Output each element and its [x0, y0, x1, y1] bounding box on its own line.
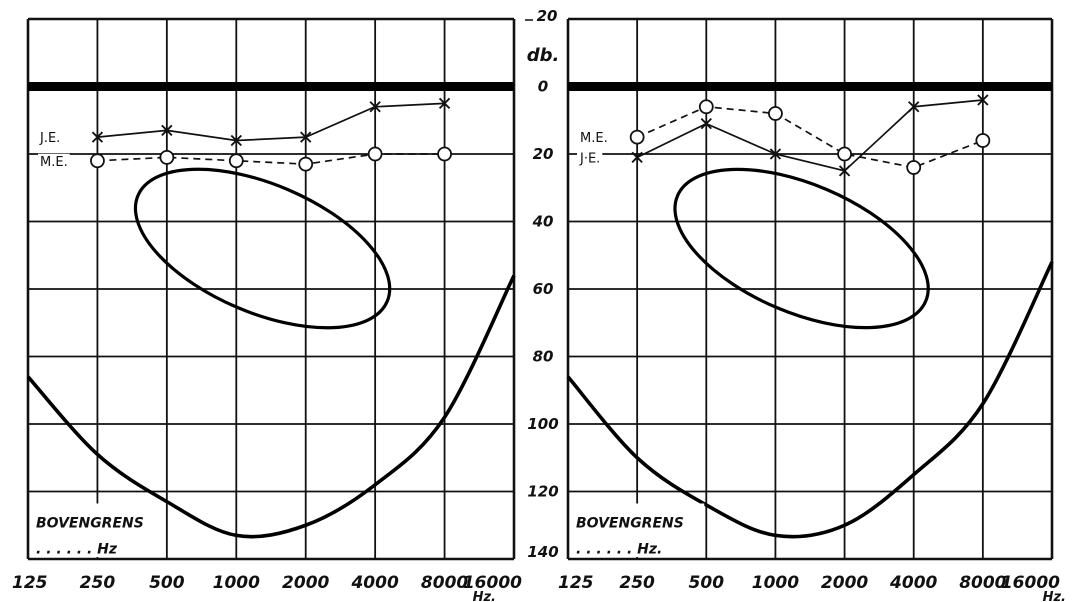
x-tick-label: 125	[558, 573, 594, 593]
series-label: M.E.	[40, 155, 68, 170]
series-point-cross	[631, 151, 643, 164]
series-point-cross	[977, 94, 989, 106]
series-label-background	[38, 153, 70, 171]
series-line	[97, 153, 445, 165]
series-point-circle	[90, 153, 105, 169]
upper-limit-curve	[26, 274, 516, 539]
x-tick-label: 4000	[350, 573, 398, 593]
y-tick-label: 0	[538, 78, 548, 96]
x-tick-label: 16000	[463, 573, 522, 593]
annotation-background	[570, 503, 705, 557]
x-tick-label: 250	[80, 573, 116, 593]
y-tick-label: 40	[532, 213, 554, 231]
x-tick-label: 2000	[821, 573, 868, 593]
annotation-hz-line: . . . . . . Hz.	[576, 542, 662, 558]
series-label: J·E.	[579, 151, 600, 166]
series-point-cross	[769, 148, 782, 160]
series-label-background	[37, 130, 63, 148]
series-point-circle	[159, 149, 175, 165]
series-point-circle	[975, 133, 991, 148]
y-tick-label: 20	[533, 145, 554, 163]
series-line	[636, 99, 983, 172]
x-tick-label: 250	[619, 573, 655, 593]
speech-area-ellipse	[673, 167, 930, 330]
x-tick-label: 2000	[282, 573, 329, 593]
speech-area-ellipse	[133, 167, 392, 330]
series-point-circle	[629, 129, 645, 145]
series-point-circle	[228, 153, 244, 169]
x-tick-label: 1000	[213, 573, 260, 593]
x-tick-label: 4000	[889, 573, 937, 593]
series-point-cross	[161, 124, 173, 137]
annotation-hz-line: . . . . . . Hz	[36, 542, 118, 558]
x-tick-label: 8000	[421, 573, 468, 593]
series-line	[636, 105, 984, 169]
series-point-cross	[908, 101, 920, 113]
series-point-cross	[300, 131, 312, 143]
series-point-cross	[700, 117, 712, 130]
series-label-background	[578, 130, 610, 148]
series-line	[97, 102, 445, 142]
y-axis: 20 0 20 40 60 80 100 120 140 db.	[525, 7, 559, 561]
annotation-background	[30, 503, 165, 557]
x-tick-label: 500	[149, 573, 185, 593]
annotation-title: BOVENGRENS	[36, 516, 144, 532]
y-tick-label: 140	[527, 543, 558, 561]
series-label: J.E.	[39, 131, 60, 146]
x-axis-unit-label: Hz.	[1043, 590, 1066, 602]
series-point-cross	[438, 97, 451, 110]
y-tick-label: 60	[533, 280, 554, 298]
x-tick-label: 1000	[752, 573, 799, 593]
series-point-circle	[298, 156, 314, 172]
series-point-cross	[369, 101, 381, 113]
series-point-cross	[838, 165, 851, 177]
series-point-circle	[367, 146, 383, 162]
series-point-circle	[837, 146, 852, 162]
series-point-circle	[906, 160, 922, 175]
y-axis-unit-label: db.	[527, 45, 560, 66]
series-point-cross	[230, 134, 242, 147]
series-point-circle	[768, 106, 783, 121]
annotation-title: BOVENGRENS	[576, 516, 684, 532]
series-label-background	[577, 150, 603, 168]
y-tick-label: 80	[533, 348, 554, 366]
x-axis-unit-label: Hz.	[473, 590, 496, 602]
series-point-circle	[437, 146, 452, 162]
upper-limit-curve	[566, 261, 1054, 539]
series-point-circle	[698, 99, 714, 115]
x-tick-label: 16000	[1001, 573, 1060, 593]
x-tick-label: 8000	[959, 573, 1006, 593]
x-tick-label: 500	[689, 573, 725, 593]
left-audiogram-panel: J.E. M.E. BOVENGRENS . . . . . . Hz	[26, 17, 516, 561]
y-tick-label: 20	[537, 7, 558, 25]
x-tick-label: 125	[12, 573, 48, 593]
y-tick-label: 120	[527, 483, 558, 501]
right-audiogram-panel: M.E. J·E. BOVENGRENS . . . . . . Hz.	[566, 17, 1054, 561]
series-point-cross	[91, 131, 104, 143]
y-tick-label: 100	[527, 415, 558, 433]
series-label: M.E.	[580, 131, 608, 146]
